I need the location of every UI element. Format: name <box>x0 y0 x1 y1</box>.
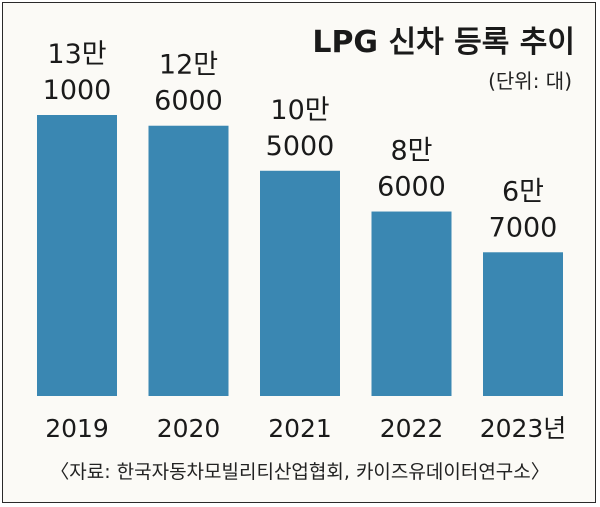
value-label-2019-line2: 1000 <box>43 75 112 106</box>
value-label-2022-line2: 6000 <box>377 172 446 203</box>
source-note: 〈자료: 한국자동차모빌리티산업협회, 카이즈유데이터연구소〉 <box>50 461 550 483</box>
unit-label: (단위: 대) <box>488 69 572 93</box>
bar-2020 <box>148 125 229 396</box>
value-label-2022-line1: 8만 <box>390 136 432 167</box>
value-label-2019-line1: 13만 <box>47 39 106 70</box>
value-label-2020-line2: 6000 <box>154 86 223 117</box>
value-label-2020-line1: 12만 <box>159 50 218 81</box>
x-tick-2020: 2020 <box>157 414 221 443</box>
value-label-2021-line1: 10만 <box>270 95 329 126</box>
value-label-2021-line2: 5000 <box>266 131 335 162</box>
bar-2022 <box>371 211 452 396</box>
bar-2021 <box>260 170 340 396</box>
bars-layer <box>37 115 563 396</box>
value-labels-layer: 13만 1000 12만 6000 10만 5000 8만 6000 6만 7000 <box>43 39 558 243</box>
x-axis-ticks: 2019 2020 2021 2022 2023년 <box>45 414 566 443</box>
bar-2023년 <box>483 252 563 396</box>
x-tick-2019: 2019 <box>45 414 109 443</box>
x-tick-2022: 2022 <box>380 414 444 443</box>
x-tick-2021: 2021 <box>268 414 332 443</box>
x-tick-2023년: 2023년 <box>480 414 567 443</box>
chart-title: LPG 신차 등록 추이 <box>312 25 575 60</box>
bar-2019 <box>37 115 117 396</box>
value-label-2023년-line2: 7000 <box>489 212 558 243</box>
value-label-2023년-line1: 6만 <box>502 176 544 207</box>
